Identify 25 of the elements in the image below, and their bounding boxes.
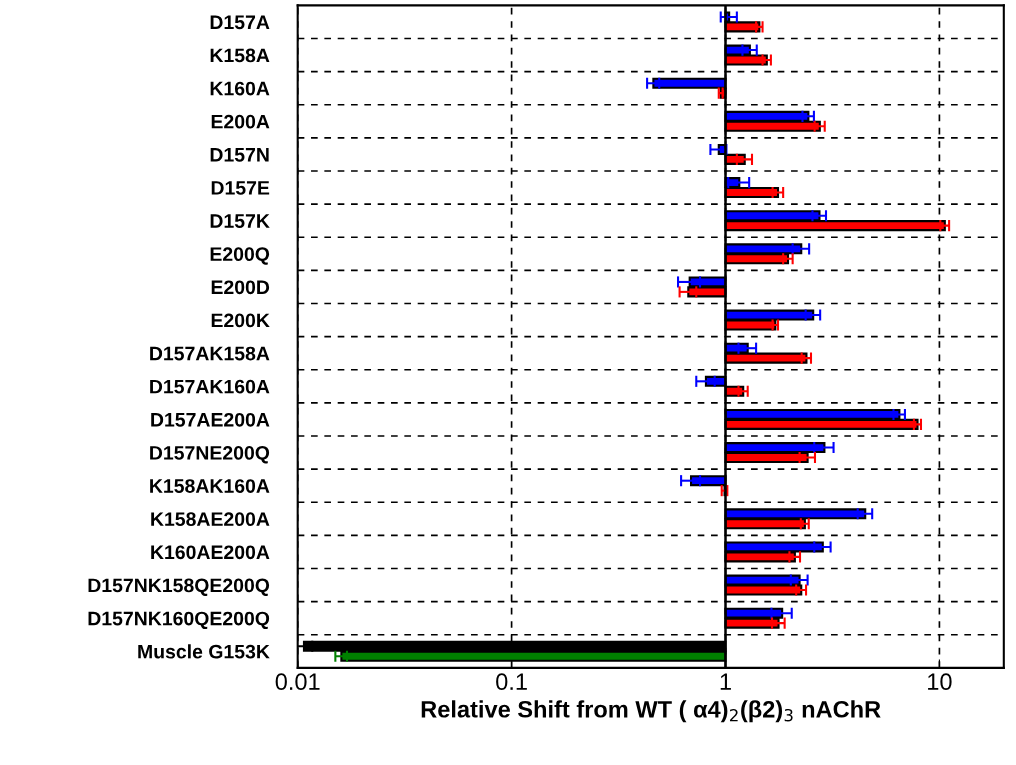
y-tick-label: D157N bbox=[210, 148, 269, 162]
y-tick-label: D157A bbox=[210, 15, 270, 30]
y-tick-label: K158AK160A bbox=[150, 479, 270, 493]
y-tick-label: D157NK158QE200Q bbox=[88, 578, 270, 596]
y-tick-label: E200D bbox=[211, 280, 270, 295]
y-tick-label: Muscle G153K bbox=[138, 644, 270, 659]
x-tick-label: 10 bbox=[928, 673, 952, 691]
y-tick-label: D157AE200A bbox=[151, 412, 270, 427]
y-tick-label: D157NE200Q bbox=[150, 446, 270, 464]
y-tick-label: D157AK158A bbox=[150, 346, 270, 361]
y-tick-label: E200Q bbox=[210, 247, 270, 265]
y-tick-label: D157AK160A bbox=[150, 379, 270, 394]
y-tick-label: E200A bbox=[211, 114, 270, 129]
y-tick-label: K160AE200A bbox=[151, 545, 270, 560]
y-tick-label: E200K bbox=[211, 313, 270, 328]
y-tick-label: K158AE200A bbox=[151, 512, 270, 527]
x-axis-title: Relative Shift from WT ( α4)$_{2}$(β2)$_{3}$ nAChR bbox=[421, 700, 881, 723]
y-tick-label: K158A bbox=[210, 48, 270, 63]
y-tick-label: D157NK160QE200Q bbox=[88, 611, 270, 630]
x-tick-label: 0.1 bbox=[496, 673, 527, 691]
y-tick-label: D157E bbox=[211, 181, 270, 195]
x-tick-label: 1 bbox=[720, 673, 731, 690]
x-tick-label: 0.01 bbox=[275, 673, 320, 691]
y-tick-label: D157K bbox=[210, 214, 270, 228]
y-tick-label: K160A bbox=[210, 81, 270, 96]
